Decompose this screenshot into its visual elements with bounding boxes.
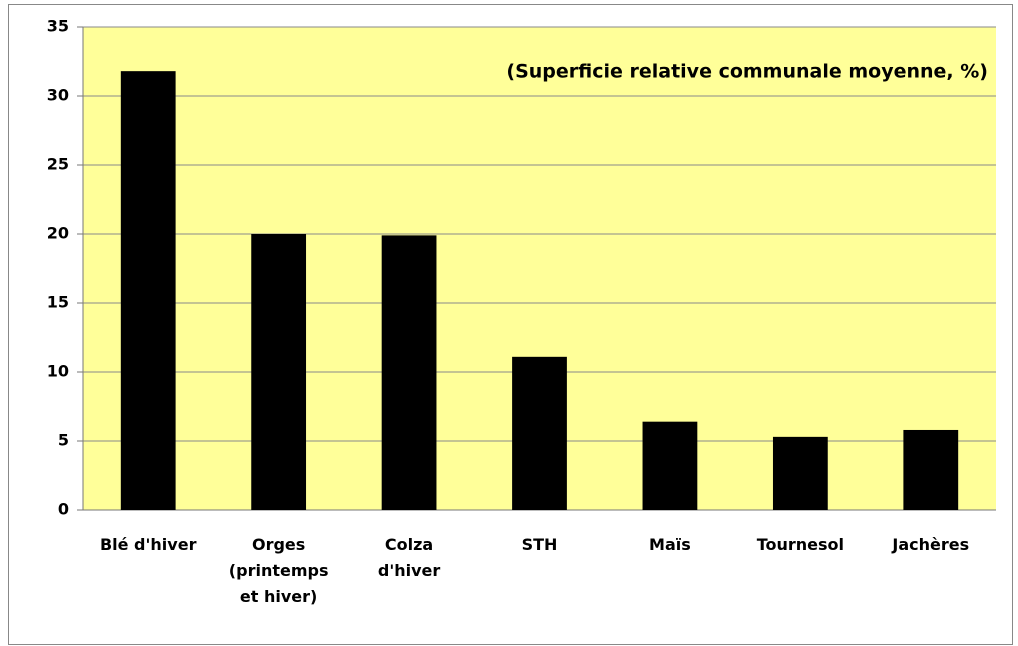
y-tick-label: 35 — [47, 17, 69, 36]
x-tick-label: Blé d'hiver — [99, 535, 197, 554]
bar — [120, 71, 176, 510]
y-tick-label: 25 — [47, 155, 69, 174]
y-tick-label: 5 — [58, 431, 69, 450]
y-tick-label: 10 — [47, 362, 69, 381]
x-tick-label: Orges (printemps et hiver) — [228, 535, 329, 606]
bar — [903, 429, 959, 510]
bar — [381, 235, 437, 510]
x-tick-label: Tournesol — [756, 535, 844, 554]
x-tick-label: Jachères — [892, 535, 970, 554]
y-tick-label: 30 — [47, 86, 69, 105]
x-tick-label: STH — [521, 535, 558, 554]
bar — [642, 421, 698, 510]
y-tick-label: 0 — [58, 500, 69, 519]
y-tick-label: 15 — [47, 293, 69, 312]
x-tick-label: Maïs — [649, 535, 691, 554]
bar — [251, 234, 307, 510]
x-tick-label: Colza d'hiver — [377, 535, 441, 580]
bar — [772, 436, 828, 510]
y-tick-label: 20 — [47, 224, 69, 243]
chart-title: (Superficie relative communale moyenne, … — [506, 61, 988, 83]
bar — [512, 356, 567, 510]
